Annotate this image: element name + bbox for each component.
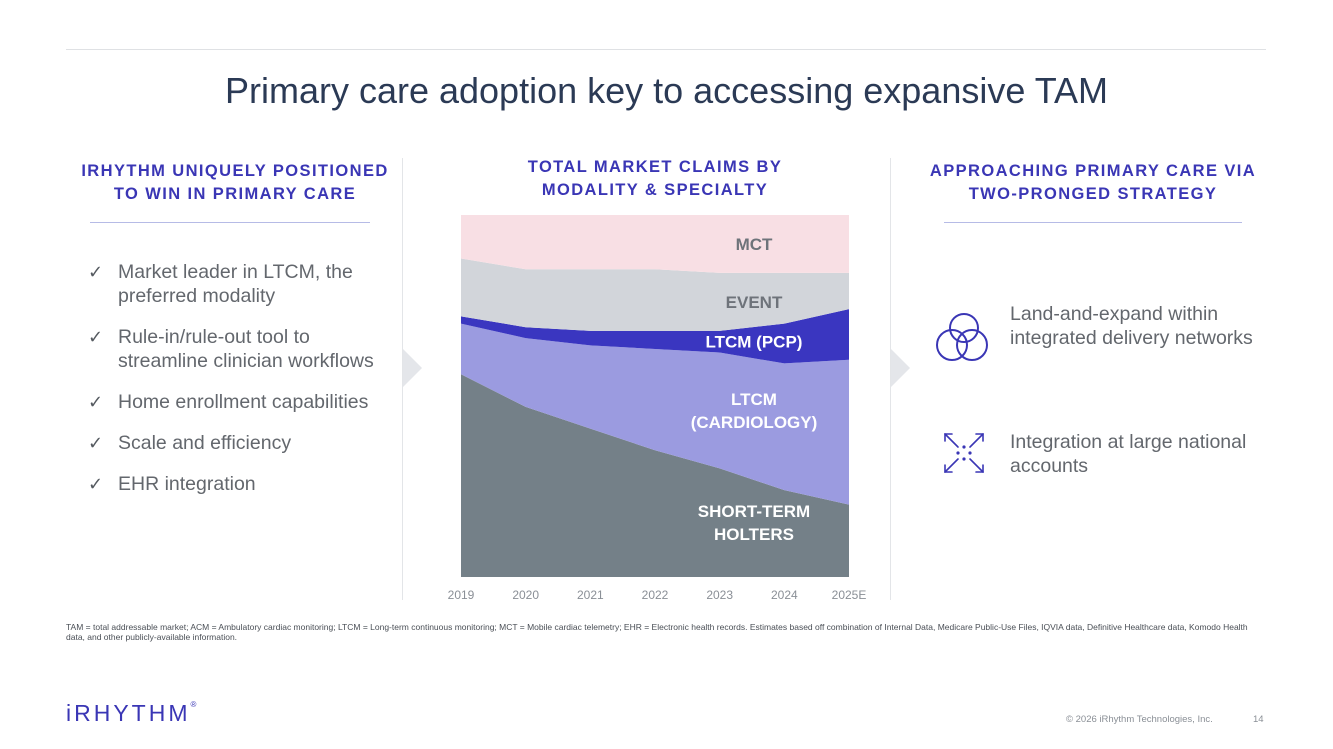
x-tick-label: 2025E [832,588,867,602]
area-event [461,258,849,331]
area-ltcm-pcp [461,309,849,364]
bullet-item: ✓ EHR integration [86,472,396,496]
series-label-short-term-holters: SHORT-TERM [698,502,810,521]
x-tick-label: 2024 [771,588,798,602]
area-short-term-holters [461,374,849,577]
strategy-text-national: Integration at large national accounts [1010,431,1247,477]
bullet-item: ✓ Market leader in LTCM, the preferred mo… [86,260,396,308]
right-heading-line-1: APPROACHING PRIMARY CARE VIA [929,162,1257,180]
top-divider [66,49,1266,50]
chevron-right-icon [891,349,910,387]
footnote: TAM = total addressable market; ACM = Am… [66,622,1248,642]
series-label-ltcm-cardiology: (CARDIOLOGY) [691,413,818,432]
checkmark-icon: ✓ [88,433,104,453]
chart-areas [461,215,849,577]
left-bullet-list: ✓ Market leader in LTCM, the preferred mo… [86,260,396,513]
checkmark-icon: ✓ [88,327,104,347]
bullet-text: Rule-in/rule-out tool to streamline clin… [118,326,374,372]
area-mct [461,215,849,273]
market-claims-chart: SHORT-TERM HOLTERS LTCM (CARDIOLOGY) LTCM (P… [448,215,867,602]
registered-mark: ® [190,700,197,709]
right-column-heading: APPROACHING PRIMARY CARE VIA TWO-PRONGED… [920,160,1266,206]
bullet-item: ✓ Scale and efficiency [86,431,396,455]
logo-text: iRHYTHM [66,700,191,726]
bullet-text: EHR integration [118,473,256,495]
series-label-ltcm-cardiology: LTCM [731,390,777,409]
chart-x-axis: 2019 2020 2021 2022 2023 2024 2025E [448,588,867,602]
middle-heading-line-2: MODALITY & SPECIALTY [541,181,769,199]
bullet-text: Scale and efficiency [118,432,292,454]
x-tick-label: 2023 [706,588,733,602]
checkmark-icon: ✓ [88,392,104,412]
left-column-heading: IRHYTHM UNIQUELY POSITIONED TO WIN IN PR… [66,160,404,206]
bullet-text: Market leader in LTCM, the preferred mod… [118,261,353,307]
left-heading-line-2: TO WIN IN PRIMARY CARE [113,185,357,203]
overlapping-circles-icon [936,313,988,361]
left-heading-rule [90,222,370,223]
middle-heading-line-1: TOTAL MARKET CLAIMS BY [527,158,783,176]
bullet-item: ✓ Rule-in/rule-out tool to streamline cli… [86,325,396,373]
middle-column-heading: TOTAL MARKET CLAIMS BY MODALITY & SPECIA… [440,156,870,202]
area-ltcm-cardiology [461,323,849,505]
right-column-separator [890,158,891,600]
expand-arrows-icon [944,433,984,473]
checkmark-icon: ✓ [88,262,104,282]
checkmark-icon: ✓ [88,474,104,494]
x-tick-label: 2020 [512,588,539,602]
right-heading-rule [944,222,1242,223]
chevron-right-icon [403,349,422,387]
x-tick-label: 2019 [448,588,475,602]
x-tick-label: 2022 [642,588,669,602]
bullet-item: ✓ Home enrollment capabilities [86,390,396,414]
irhythm-logo: iRHYTHM® [66,700,196,727]
left-heading-line-1: IRHYTHM UNIQUELY POSITIONED [81,162,389,180]
series-label-short-term-holters: HOLTERS [714,525,794,544]
copyright: © 2026 iRhythm Technologies, Inc. [1066,714,1213,725]
series-label-mct: MCT [736,235,773,254]
left-column-separator [402,158,403,600]
bullet-text: Home enrollment capabilities [118,391,369,413]
chart-series-labels: SHORT-TERM HOLTERS LTCM (CARDIOLOGY) LTCM (P… [691,235,818,544]
series-label-ltcm-pcp: LTCM (PCP) [706,333,803,352]
page-number: 14 [1253,714,1264,725]
page-title: Primary care adoption key to accessing e… [224,70,1109,111]
strategy-text-idn: Land-and-expand within integrated delive… [1010,303,1253,349]
x-tick-label: 2021 [577,588,604,602]
right-heading-line-2: TWO-PRONGED STRATEGY [968,185,1218,203]
series-label-event: EVENT [726,293,783,312]
